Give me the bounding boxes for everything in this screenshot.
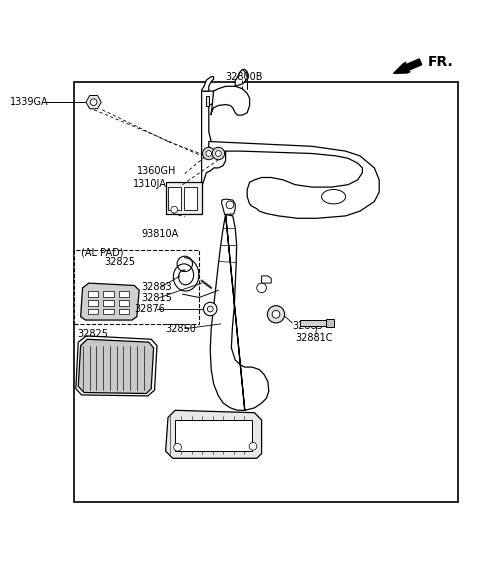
Bar bbox=[326, 319, 334, 327]
FancyArrow shape bbox=[394, 59, 422, 73]
Polygon shape bbox=[262, 276, 271, 283]
Ellipse shape bbox=[322, 190, 346, 204]
Text: (AL PAD): (AL PAD) bbox=[81, 248, 123, 258]
Circle shape bbox=[226, 201, 234, 208]
Bar bbox=[88, 291, 98, 297]
Bar bbox=[175, 420, 252, 451]
Text: 32876: 32876 bbox=[134, 304, 165, 314]
Circle shape bbox=[90, 99, 97, 106]
Text: 32881C: 32881C bbox=[295, 333, 333, 343]
Polygon shape bbox=[206, 96, 209, 106]
Bar bbox=[74, 250, 199, 324]
Circle shape bbox=[171, 206, 178, 213]
Polygon shape bbox=[81, 283, 139, 320]
Polygon shape bbox=[209, 142, 379, 218]
Text: 1360GH: 1360GH bbox=[137, 166, 176, 176]
Text: 1310JA: 1310JA bbox=[133, 179, 168, 189]
Circle shape bbox=[207, 306, 213, 312]
Bar bbox=[103, 308, 114, 314]
Text: 32850: 32850 bbox=[166, 324, 196, 333]
Polygon shape bbox=[86, 95, 101, 109]
Text: 32883: 32883 bbox=[142, 282, 172, 292]
Polygon shape bbox=[235, 70, 247, 86]
Bar bbox=[74, 82, 458, 501]
Text: 32825: 32825 bbox=[78, 329, 109, 340]
Text: FR.: FR. bbox=[428, 55, 454, 69]
Bar bbox=[119, 291, 129, 297]
Circle shape bbox=[257, 283, 266, 293]
Polygon shape bbox=[211, 86, 250, 115]
Bar bbox=[300, 320, 331, 326]
Polygon shape bbox=[210, 215, 269, 411]
Bar bbox=[166, 182, 202, 214]
Polygon shape bbox=[166, 411, 262, 459]
Text: 1339GA: 1339GA bbox=[10, 97, 48, 107]
Bar bbox=[119, 308, 129, 314]
Circle shape bbox=[267, 305, 285, 323]
Polygon shape bbox=[202, 91, 226, 187]
Circle shape bbox=[174, 444, 181, 451]
Circle shape bbox=[177, 256, 192, 272]
Bar bbox=[103, 291, 114, 297]
Bar bbox=[184, 187, 197, 210]
Circle shape bbox=[204, 302, 217, 316]
Circle shape bbox=[206, 151, 212, 156]
Bar bbox=[88, 300, 98, 305]
Circle shape bbox=[203, 147, 215, 160]
Circle shape bbox=[216, 151, 221, 156]
Text: 32815: 32815 bbox=[142, 293, 172, 303]
Bar bbox=[119, 300, 129, 305]
Circle shape bbox=[249, 443, 257, 450]
Text: 32825: 32825 bbox=[105, 258, 136, 267]
Text: 32883: 32883 bbox=[293, 321, 324, 331]
Bar bbox=[103, 300, 114, 305]
Polygon shape bbox=[222, 199, 235, 215]
Text: 32800B: 32800B bbox=[226, 72, 263, 82]
Polygon shape bbox=[202, 77, 214, 91]
Circle shape bbox=[212, 147, 225, 160]
Bar bbox=[168, 187, 181, 210]
Bar bbox=[88, 308, 98, 314]
Polygon shape bbox=[78, 339, 154, 393]
Text: 93810A: 93810A bbox=[142, 228, 179, 239]
Circle shape bbox=[272, 311, 280, 318]
